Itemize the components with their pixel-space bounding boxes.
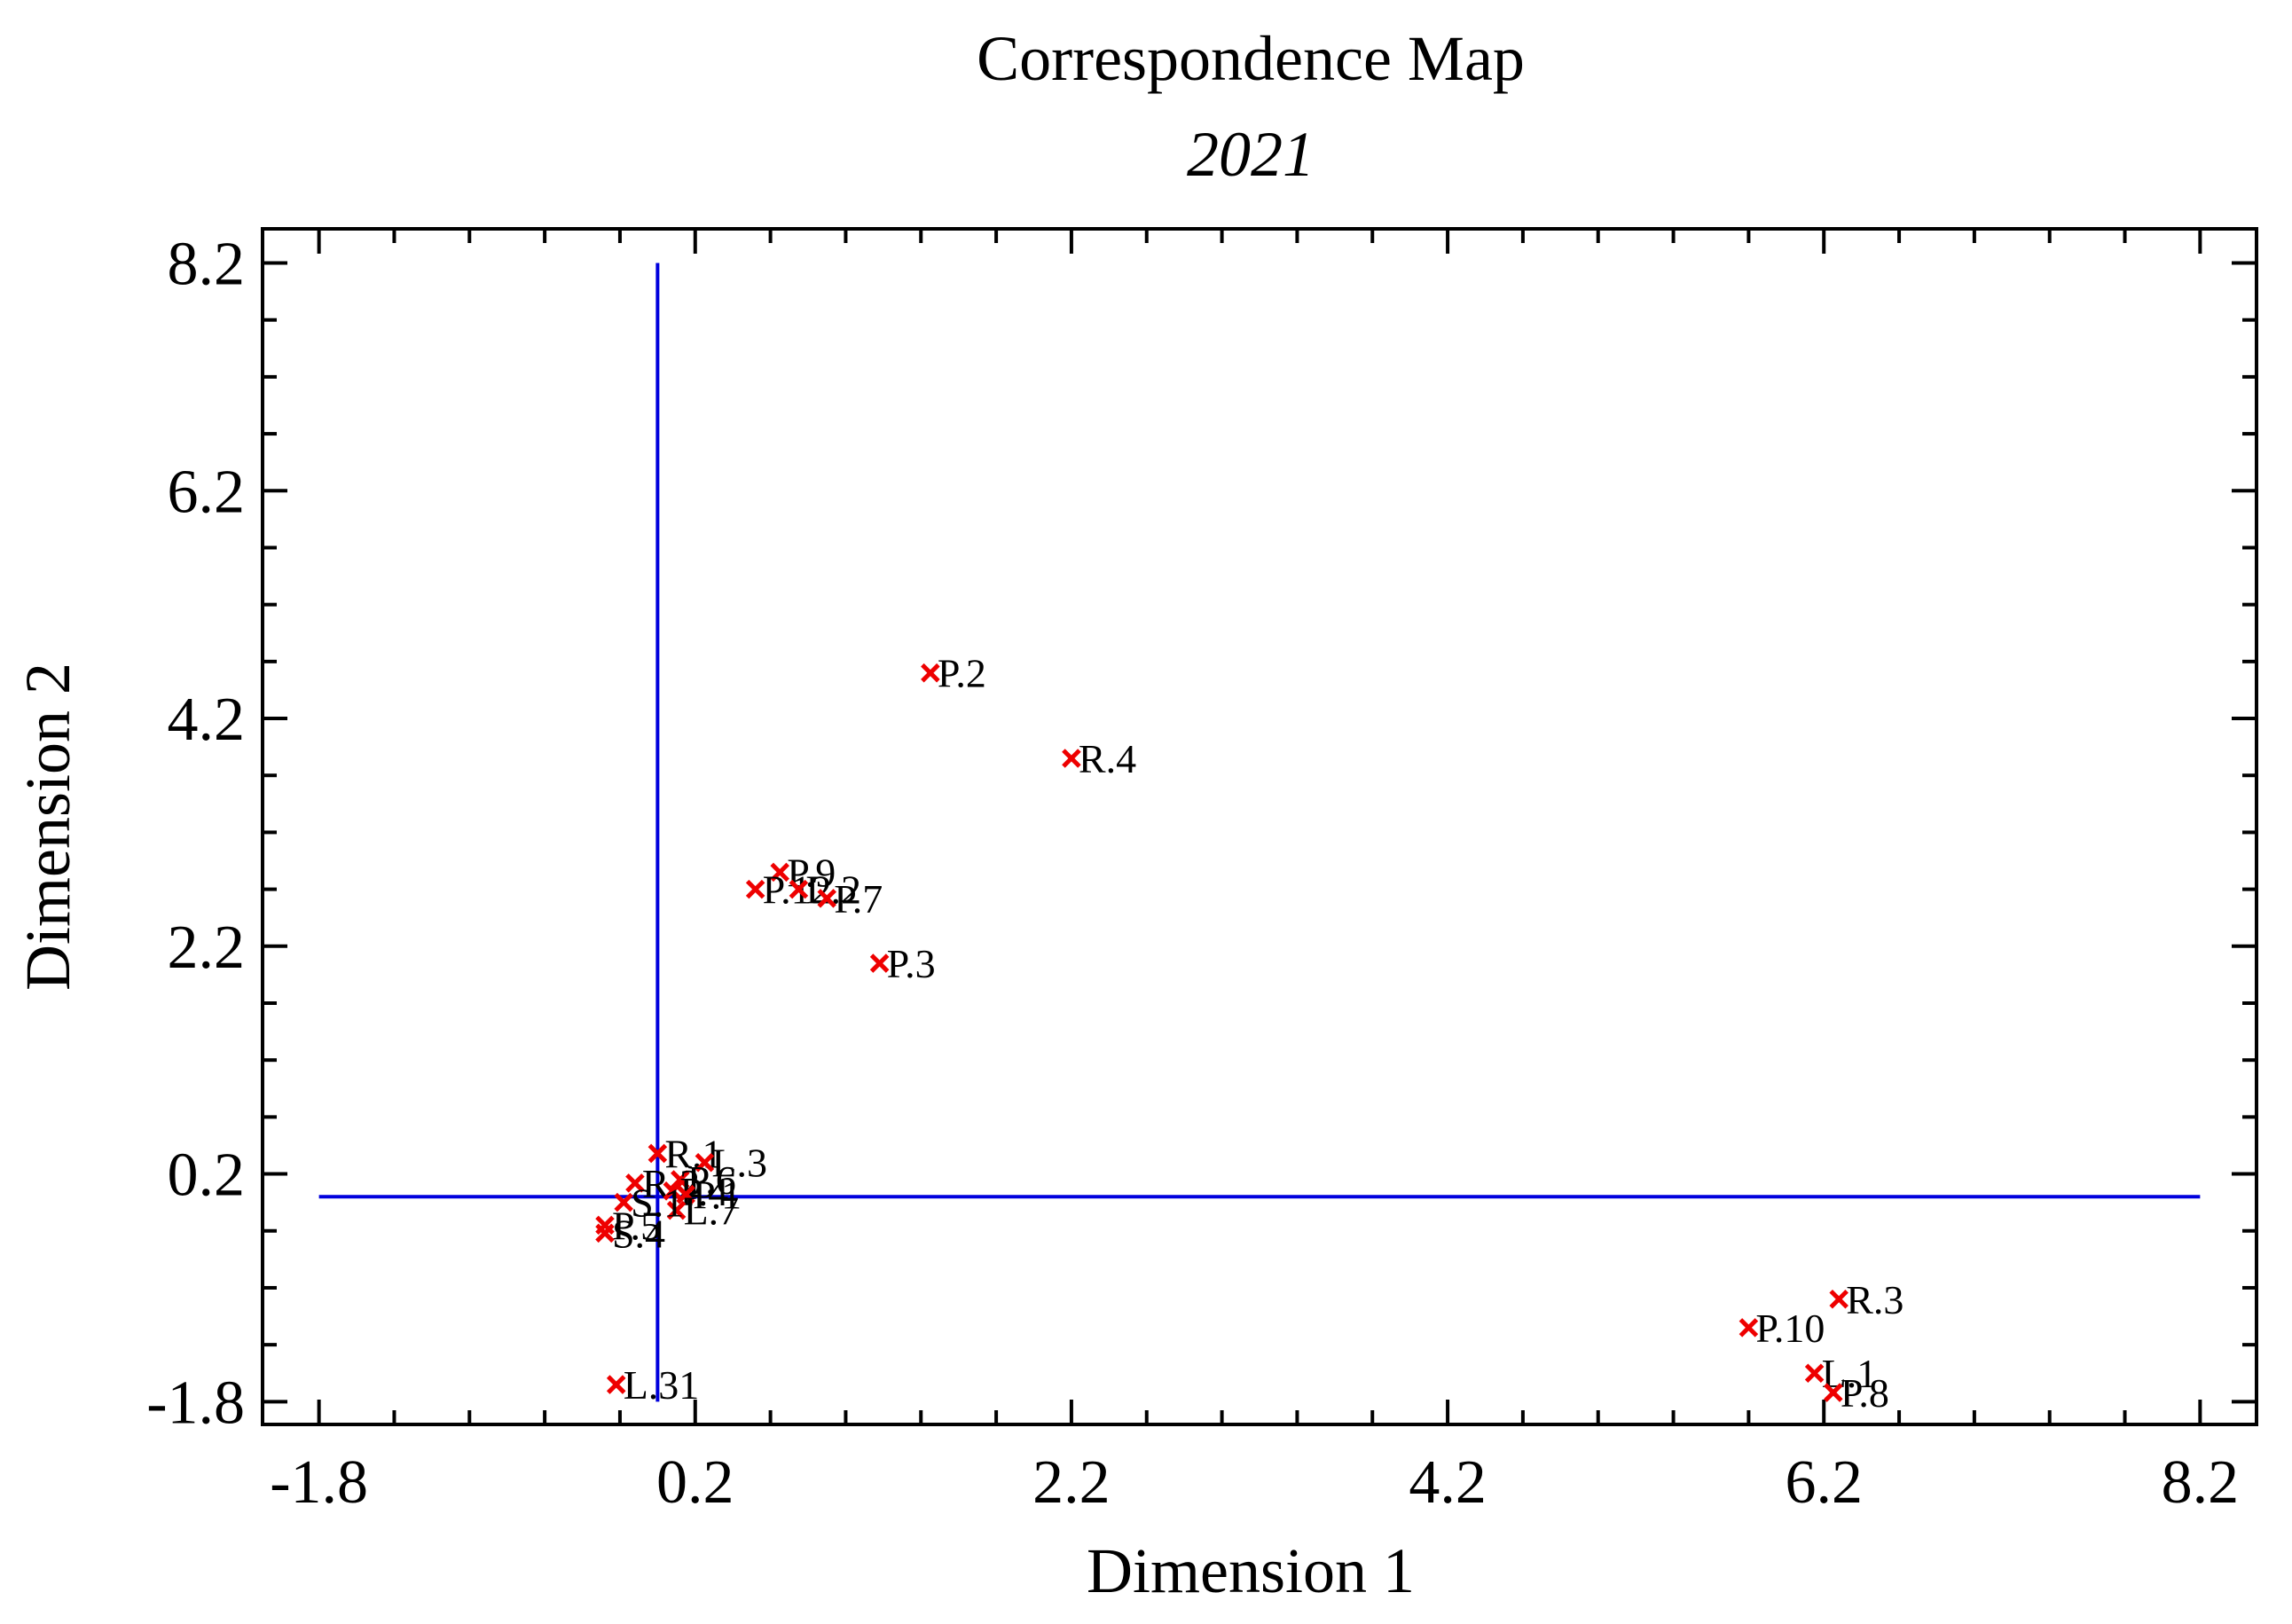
x-axis-label: Dimension 1 bbox=[1087, 1535, 1415, 1606]
data-point: L.7 bbox=[666, 1189, 740, 1234]
point-label: L.7 bbox=[684, 1189, 740, 1234]
point-label: P.1 bbox=[693, 1173, 742, 1218]
point-marker-stroke-b bbox=[921, 663, 940, 683]
point-marker-stroke-b bbox=[676, 1184, 695, 1204]
data-point: P.10 bbox=[1739, 1306, 1825, 1351]
data-point: P.5 bbox=[595, 1203, 661, 1248]
y-tick-label: -1.8 bbox=[146, 1369, 245, 1437]
point-marker-stroke-b bbox=[745, 879, 765, 899]
data-point: P.3 bbox=[869, 941, 936, 986]
data-point: P.7 bbox=[817, 876, 883, 922]
point-label: L.3 bbox=[711, 1141, 767, 1186]
point-label: P.2 bbox=[938, 651, 986, 696]
point-marker-stroke-b bbox=[869, 953, 890, 973]
x-tick-label: 4.2 bbox=[1409, 1448, 1487, 1517]
y-axis-label: Dimension 2 bbox=[12, 663, 83, 991]
y-tick-label: 0.2 bbox=[168, 1142, 246, 1210]
data-point: L.3 bbox=[695, 1141, 767, 1186]
y-tick-label: 4.2 bbox=[168, 686, 246, 754]
point-marker-stroke-b bbox=[770, 862, 789, 883]
data-point: P.2 bbox=[921, 651, 986, 696]
point-marker-stroke-b bbox=[1829, 1290, 1849, 1309]
data-point: P.1 bbox=[676, 1173, 742, 1218]
point-label: P.5 bbox=[612, 1203, 661, 1248]
y-tick-label: 8.2 bbox=[168, 231, 246, 299]
point-marker-stroke-b bbox=[663, 1181, 683, 1201]
x-tick-label: 0.2 bbox=[656, 1448, 734, 1517]
point-label: S.1 bbox=[631, 1181, 684, 1226]
x-tick-label: -1.8 bbox=[270, 1448, 368, 1517]
point-marker-stroke-b bbox=[614, 1192, 633, 1212]
data-point: S.1 bbox=[614, 1181, 684, 1226]
y-tick-label: 2.2 bbox=[168, 914, 246, 982]
data-point: L.31 bbox=[606, 1362, 700, 1408]
point-marker-stroke-b bbox=[1739, 1318, 1759, 1338]
y-tick-label: 6.2 bbox=[168, 458, 246, 526]
point-label: R.3 bbox=[1846, 1277, 1903, 1322]
data-point: P.6 bbox=[671, 1157, 736, 1203]
data-point: R.3 bbox=[1829, 1277, 1903, 1322]
point-marker-stroke-b bbox=[695, 1152, 715, 1173]
point-label: L.31 bbox=[624, 1362, 700, 1408]
data-points: P.2R.4P.9P.12L.2P.7P.3R.1L.3P.6R.2P.4P.1… bbox=[595, 651, 1903, 1416]
point-marker-stroke-b bbox=[1062, 749, 1081, 768]
x-tick-label: 8.2 bbox=[2162, 1448, 2240, 1517]
point-marker-stroke-b bbox=[666, 1200, 687, 1220]
point-marker-stroke-b bbox=[789, 879, 809, 899]
point-marker-stroke-b bbox=[648, 1143, 668, 1164]
point-label: P.3 bbox=[887, 941, 936, 986]
x-tick-label: 2.2 bbox=[1032, 1448, 1111, 1517]
point-label: P.10 bbox=[1755, 1306, 1825, 1351]
point-marker-stroke-b bbox=[671, 1170, 690, 1189]
point-marker-stroke-b bbox=[606, 1375, 626, 1394]
point-label: P.8 bbox=[1841, 1370, 1889, 1416]
plot-frame bbox=[261, 227, 2258, 1426]
chart-subtitle: 2021 bbox=[1187, 119, 1315, 190]
point-marker-stroke-b bbox=[1824, 1383, 1843, 1402]
x-axis-ticks: -1.8 0.2 2.2 4.2 6.2 8.2 bbox=[270, 229, 2239, 1517]
point-marker-stroke-b bbox=[625, 1173, 645, 1193]
data-point: P.8 bbox=[1824, 1370, 1889, 1416]
point-label: R.4 bbox=[1079, 736, 1136, 781]
x-tick-label: 6.2 bbox=[1785, 1448, 1863, 1517]
point-marker-stroke-b bbox=[817, 889, 836, 908]
data-point: R.4 bbox=[1062, 736, 1136, 781]
point-marker-stroke-b bbox=[1804, 1363, 1825, 1383]
data-point: P.4 bbox=[663, 1169, 728, 1214]
y-axis-ticks: -1.8 0.2 2.2 4.2 6.2 8.2 bbox=[146, 231, 2257, 1437]
point-label: P.6 bbox=[687, 1157, 736, 1203]
chart-title: Correspondence Map bbox=[977, 23, 1525, 94]
point-marker-stroke-b bbox=[595, 1215, 615, 1236]
point-label: S.4 bbox=[612, 1211, 665, 1256]
point-label: P.7 bbox=[834, 876, 883, 922]
